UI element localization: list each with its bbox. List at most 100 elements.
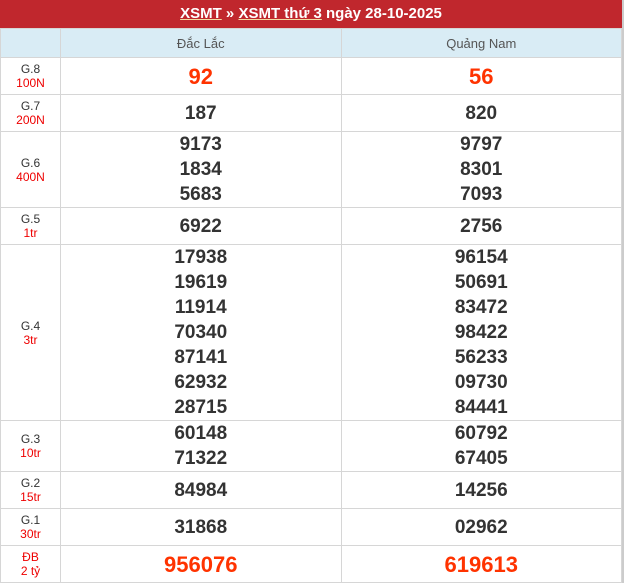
result-number: 70340 <box>174 322 228 343</box>
prize-label: G.7 200N <box>0 94 61 132</box>
prize-name: G.2 <box>20 476 41 490</box>
result-number: 187 <box>184 102 217 124</box>
result-number: 96154 <box>454 247 508 268</box>
result-cell: 187 <box>60 94 342 132</box>
prize-label: G.8 100N <box>0 57 61 95</box>
result-number: 17938 <box>174 247 228 268</box>
result-cell: 6922 <box>60 207 342 245</box>
result-cell: 9173 1834 5683 <box>60 131 342 208</box>
column-header-quangnam: Quảng Nam <box>340 28 622 58</box>
result-number: 9173 <box>179 134 222 155</box>
result-cell: 2756 <box>340 207 622 245</box>
result-number: 83472 <box>454 297 508 318</box>
result-number: 1834 <box>179 159 222 180</box>
prize-label: G.6 400N <box>0 131 61 208</box>
result-number: 87141 <box>174 347 228 368</box>
prize-label: G.1 30tr <box>0 508 61 546</box>
results-table: Đắc Lắc Quảng Nam G.8 100N 92 56 G.7 200N 187 8… <box>0 28 622 583</box>
result-number: 5683 <box>179 184 222 205</box>
prize-name: G.7 <box>20 99 41 113</box>
prize-name: G.3 <box>20 432 41 446</box>
prize-name: G.5 <box>20 212 41 226</box>
result-number: 50691 <box>454 272 508 293</box>
result-cell: 84984 <box>60 471 342 509</box>
result-cell: 96154 50691 83472 98422 56233 09730 84441 <box>340 244 622 421</box>
prize-name: G.1 <box>20 513 41 527</box>
prize-row: G.1 30tr 31868 02962 <box>0 508 622 546</box>
result-number: 11914 <box>174 297 227 318</box>
empty-header <box>0 28 61 58</box>
prize-row: G.2 15tr 84984 14256 <box>0 471 622 509</box>
prize-amount: 200N <box>16 113 45 127</box>
results-title: XSMT » XSMT thứ 3 ngày 28-10-2025 <box>0 0 622 28</box>
result-number: 09730 <box>454 372 508 393</box>
result-number: 98422 <box>454 322 508 343</box>
prize-row: G.4 3tr 17938 19619 11914 70340 87141 62932 2871… <box>0 244 622 421</box>
prize-label: G.4 3tr <box>0 244 61 421</box>
result-number: 14256 <box>454 479 508 501</box>
prize-name: ĐB <box>22 550 39 564</box>
result-cell: 02962 <box>340 508 622 546</box>
result-number: 7093 <box>460 184 503 205</box>
prize-row: G.6 400N 9173 1834 5683 9797 8301 7093 <box>0 131 622 208</box>
result-cell: 56 <box>340 57 622 95</box>
result-cell: 956076 <box>60 545 342 583</box>
prize-name: G.6 <box>20 155 41 170</box>
result-cell: 619613 <box>340 545 622 583</box>
prize-amount: 1tr <box>23 226 38 240</box>
result-cell: 92 <box>60 57 342 95</box>
result-number: 56 <box>469 63 494 89</box>
prize-row: ĐB 2 tỷ 956076 619613 <box>0 545 622 583</box>
breadcrumb-separator: » <box>221 5 239 22</box>
prize-label: G.2 15tr <box>0 471 61 509</box>
result-number: 56233 <box>454 347 508 368</box>
result-number: 31868 <box>174 516 228 538</box>
prize-row: G.8 100N 92 56 <box>0 57 622 95</box>
xsmt-thu3-link[interactable]: XSMT thứ 3 <box>238 5 322 22</box>
result-number: 67405 <box>454 448 508 469</box>
prize-row: G.7 200N 187 820 <box>0 94 622 132</box>
prize-row: G.3 10tr 60148 71322 60792 67405 <box>0 420 622 472</box>
result-cell: 9797 8301 7093 <box>340 131 622 208</box>
result-number: 02962 <box>454 516 508 538</box>
prize-label: G.5 1tr <box>0 207 61 245</box>
prize-amount: 3tr <box>23 332 38 347</box>
result-number: 28715 <box>174 397 228 418</box>
xsmt-link[interactable]: XSMT <box>180 5 222 22</box>
prize-amount: 15tr <box>20 490 41 504</box>
result-cell: 60792 67405 <box>340 420 622 472</box>
prize-label: G.3 10tr <box>0 420 61 472</box>
result-number: 2756 <box>460 215 503 237</box>
result-number: 60792 <box>454 423 508 444</box>
result-cell: 820 <box>340 94 622 132</box>
prize-amount: 10tr <box>20 446 41 460</box>
prize-row: G.5 1tr 6922 2756 <box>0 207 622 245</box>
result-number: 619613 <box>444 551 518 577</box>
result-cell: 14256 <box>340 471 622 509</box>
result-number: 6922 <box>179 215 222 237</box>
prize-name: G.4 <box>20 318 41 333</box>
result-number: 71322 <box>174 448 228 469</box>
prize-amount: 30tr <box>20 527 41 541</box>
result-number: 92 <box>188 63 213 89</box>
result-number: 84984 <box>174 479 228 501</box>
prize-amount: 400N <box>16 169 45 184</box>
result-number: 8301 <box>460 159 503 180</box>
result-cell: 17938 19619 11914 70340 87141 62932 28715 <box>60 244 342 421</box>
result-cell: 60148 71322 <box>60 420 342 472</box>
prize-label: ĐB 2 tỷ <box>0 545 61 583</box>
result-number: 84441 <box>454 397 508 418</box>
result-number: 60148 <box>174 423 228 444</box>
draw-date: ngày 28-10-2025 <box>321 5 442 22</box>
result-number: 9797 <box>460 134 503 155</box>
result-number: 19619 <box>174 272 228 293</box>
result-number: 820 <box>465 102 498 124</box>
result-cell: 31868 <box>60 508 342 546</box>
result-number: 956076 <box>164 551 238 577</box>
result-number: 62932 <box>174 372 228 393</box>
prize-amount: 100N <box>16 76 45 90</box>
column-header-daclac: Đắc Lắc <box>60 28 342 58</box>
prize-name: G.8 <box>20 62 41 76</box>
prize-amount: 2 tỷ <box>20 564 41 578</box>
